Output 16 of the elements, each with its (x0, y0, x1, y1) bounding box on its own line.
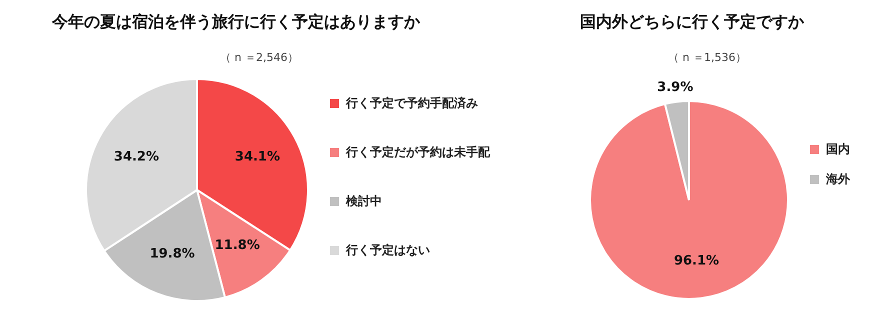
data-label: 11.8% (214, 238, 260, 254)
chart-subtitle: （ n ＝1,536） (668, 50, 746, 65)
data-label: 19.8% (150, 246, 195, 262)
chart-subtitle: （ n ＝2,546） (220, 50, 298, 65)
legend-label: 行く予定だが予約は未手配 (346, 144, 490, 161)
legend-label: 海外 (826, 171, 850, 188)
chart-title: 国内外どちらに行く予定ですか (580, 12, 804, 33)
legend-label: 行く予定で予約手配済み (346, 95, 478, 112)
data-label: 34.1% (234, 149, 280, 164)
legend-label: 検討中 (346, 193, 382, 210)
legend-label: 国内 (826, 141, 850, 158)
data-label: 96.1% (674, 253, 720, 268)
legend-label: 行く予定はない (346, 242, 430, 259)
chart-title: 今年の夏は宿泊を伴う旅行に行く予定はありますか (52, 12, 420, 33)
data-label: 34.2% (114, 150, 160, 165)
data-label: 3.9% (657, 80, 694, 96)
